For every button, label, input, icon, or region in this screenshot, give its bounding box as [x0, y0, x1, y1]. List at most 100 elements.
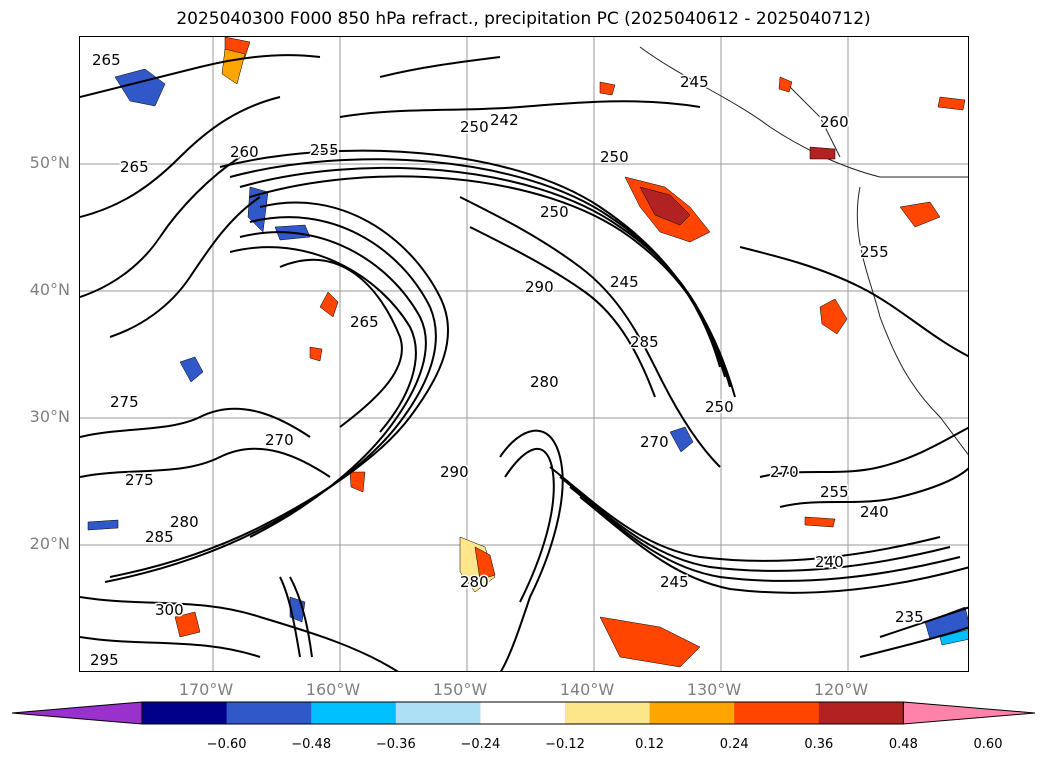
contour-label: 245	[610, 273, 639, 291]
contour-label: 260	[230, 143, 259, 161]
contour-line	[80, 156, 241, 298]
contour-line	[229, 246, 417, 433]
contour-line	[459, 196, 721, 468]
colorbar-tick-label: −0.48	[291, 737, 332, 752]
contour-label: 250	[540, 203, 569, 221]
contour-label: 235	[895, 608, 924, 626]
contour-label: 265	[120, 158, 149, 176]
contour-line	[249, 175, 736, 398]
contour-label: 250	[460, 118, 489, 136]
colorbar-outline	[141, 701, 904, 725]
contour-line	[379, 56, 501, 78]
contour-label: 285	[630, 333, 659, 351]
contour-label: 265	[350, 313, 379, 331]
contour-label: 245	[680, 73, 709, 91]
lon-label-130w: 130°W	[686, 680, 742, 699]
contour-line	[279, 576, 301, 658]
colorbar-segment	[226, 702, 312, 724]
contour-line	[80, 447, 331, 478]
contour-label: 295	[90, 651, 119, 669]
colorbar-tick-label: 0.48	[888, 737, 918, 752]
contour-label: 275	[125, 471, 154, 489]
contour-line	[104, 216, 437, 583]
precip-patch	[809, 146, 836, 160]
precip-patch	[319, 291, 339, 318]
precip-patch	[599, 616, 701, 668]
precip-patch	[924, 606, 968, 640]
contour-label: 240	[815, 553, 844, 571]
contour-label: 280	[170, 513, 199, 531]
precip-patch	[87, 519, 119, 531]
refractivity-contours	[80, 54, 968, 671]
colorbar-tick-label: −0.24	[460, 737, 501, 752]
contour-line	[739, 246, 968, 358]
contour-line	[289, 576, 313, 658]
precip-patch	[114, 68, 166, 107]
colorbar-segment	[565, 702, 651, 724]
contour-line	[239, 231, 427, 538]
precip-patch	[804, 516, 836, 528]
colorbar-tick-label: −0.36	[375, 737, 416, 752]
lon-label-120w: 120°W	[813, 680, 869, 699]
lon-label-170w: 170°W	[178, 680, 234, 699]
contour-line	[559, 476, 951, 572]
contour-label: 250	[705, 398, 734, 416]
colorbar-segment	[142, 702, 228, 724]
contour-line	[80, 596, 399, 671]
contour-label: 260	[820, 113, 849, 131]
contour-label: 255	[860, 243, 889, 261]
colorbar-tick-label: 0.12	[635, 737, 665, 752]
colorbar-tick-label: 0.36	[804, 737, 834, 752]
contour-line	[504, 447, 555, 603]
lat-label-50n: 50°N	[29, 153, 70, 172]
contour-label: 290	[440, 463, 469, 481]
contour-label: 280	[530, 373, 559, 391]
contour-label: 270	[770, 463, 799, 481]
lon-label-140w: 140°W	[559, 680, 615, 699]
colorbar-tick-label: −0.12	[545, 737, 585, 752]
map-title: 2025040300 F000 850 hPa refract., precip…	[176, 9, 871, 29]
contour-line	[859, 626, 968, 658]
lat-label-20n: 20°N	[29, 534, 70, 553]
lon-label-150w: 150°W	[432, 680, 488, 699]
precip-patch	[309, 346, 323, 362]
precip-patch	[819, 298, 848, 335]
colorbar-segment	[734, 702, 820, 724]
precip-patch	[349, 471, 366, 493]
lat-label-40n: 40°N	[29, 280, 70, 299]
contour-line	[80, 96, 281, 218]
precip-patch	[221, 48, 246, 85]
contour-line	[879, 606, 968, 638]
colorbar-segment	[818, 702, 904, 724]
precip-patch	[474, 546, 496, 581]
contour-label: 245	[660, 573, 689, 591]
contour-label: 290	[525, 278, 554, 296]
colorbar-segment	[395, 702, 481, 724]
contour-line	[579, 496, 968, 594]
contour-label: 255	[310, 141, 339, 159]
contour-line	[469, 226, 656, 398]
colorbar-segment	[649, 702, 735, 724]
precip-patch	[639, 186, 691, 226]
contour-label: 270	[640, 433, 669, 451]
precip-patch	[174, 611, 201, 638]
contour-label: 300	[155, 601, 184, 619]
contour-label: 275	[110, 393, 139, 411]
contour-label: 240	[860, 503, 889, 521]
colorbar-extend-high	[902, 701, 1036, 725]
precip-patch	[937, 96, 966, 111]
graticule	[80, 37, 968, 671]
contour-line	[339, 100, 701, 118]
contour-line	[569, 486, 961, 582]
contour-label: 270	[265, 431, 294, 449]
coastline	[639, 46, 968, 456]
contour-line	[759, 426, 968, 478]
contour-label: 242	[490, 111, 519, 129]
contour-line	[109, 196, 261, 338]
map-panel[interactable]: 265 255 260 265 250 242 250 250 245 285 250 270 270 2…	[79, 36, 969, 672]
precip-patch	[599, 81, 616, 96]
precip-patch	[939, 629, 968, 646]
colorbar-segment	[480, 702, 566, 724]
contour-line	[80, 407, 311, 438]
